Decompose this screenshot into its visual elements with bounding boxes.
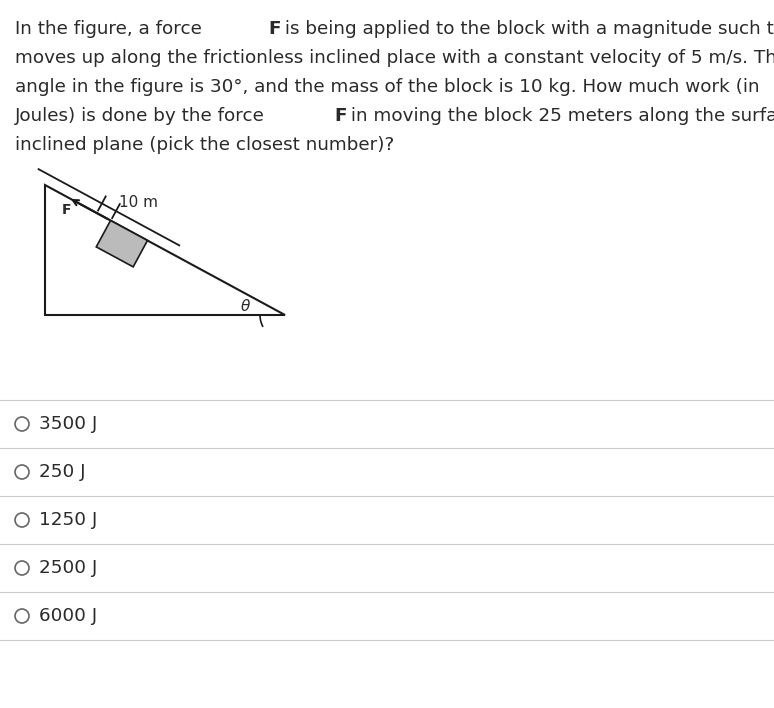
Text: θ: θ [240, 299, 250, 314]
Text: 1250 J: 1250 J [39, 511, 98, 529]
Text: 10 m: 10 m [119, 195, 158, 210]
Text: F: F [62, 203, 71, 217]
Polygon shape [96, 220, 148, 267]
Text: F: F [334, 107, 347, 125]
Text: angle in the figure is 30°, and the mass of the block is 10 kg. How much work (i: angle in the figure is 30°, and the mass… [15, 78, 759, 96]
Text: is being applied to the block with a magnitude such that it: is being applied to the block with a mag… [279, 20, 774, 38]
Text: 3500 J: 3500 J [39, 415, 98, 433]
Text: in moving the block 25 meters along the surface of the: in moving the block 25 meters along the … [345, 107, 774, 125]
Text: Joules) is done by the force: Joules) is done by the force [15, 107, 271, 125]
Text: moves up along the frictionless inclined place with a constant velocity of 5 m/s: moves up along the frictionless inclined… [15, 49, 774, 67]
Text: 250 J: 250 J [39, 463, 85, 481]
Text: 6000 J: 6000 J [39, 607, 97, 625]
Text: F: F [268, 20, 280, 38]
Text: inclined plane (pick the closest number)?: inclined plane (pick the closest number)… [15, 136, 394, 154]
Text: 2500 J: 2500 J [39, 559, 98, 577]
Text: In the figure, a force: In the figure, a force [15, 20, 207, 38]
